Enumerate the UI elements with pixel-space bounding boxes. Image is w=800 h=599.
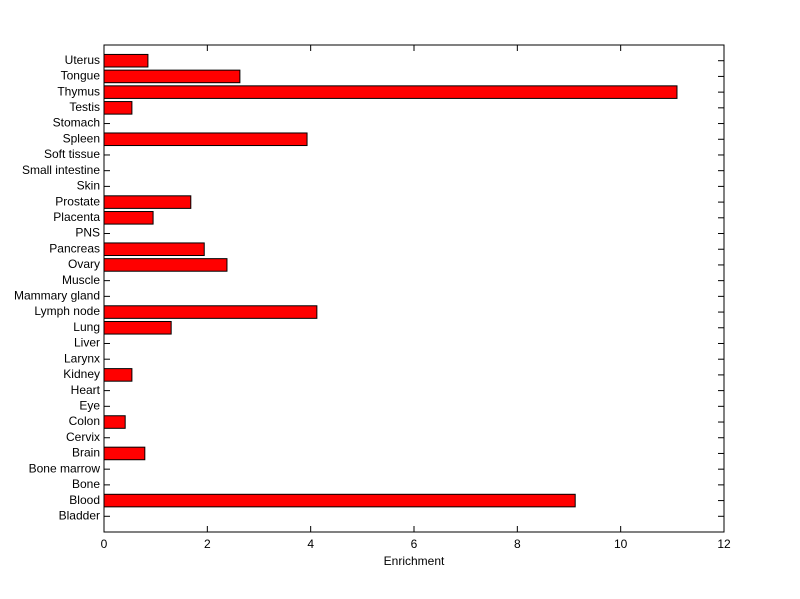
- x-tick-label: 12: [717, 537, 731, 551]
- y-tick-label: Larynx: [64, 351, 100, 365]
- bar: [103, 211, 154, 225]
- y-tick-label: Liver: [74, 336, 100, 350]
- y-tick-label: Placenta: [53, 210, 100, 224]
- y-tick-label: Tongue: [61, 69, 101, 83]
- y-tick-label: Soft tissue: [44, 147, 100, 161]
- y-tick-label: Muscle: [62, 273, 100, 287]
- x-tick-label: 4: [307, 537, 314, 551]
- bar: [103, 320, 172, 335]
- y-tick-label: Cervix: [66, 430, 100, 444]
- x-tick-label: 10: [614, 537, 628, 551]
- bar: [103, 305, 318, 319]
- bar: [103, 85, 678, 99]
- y-tick-label: Testis: [69, 100, 100, 114]
- bar: [103, 69, 241, 84]
- plot-frame: [103, 44, 725, 533]
- y-tick-label: Pancreas: [49, 241, 100, 255]
- bar: [103, 53, 149, 68]
- y-tick-label: Stomach: [53, 116, 100, 130]
- x-tick-label: 2: [204, 537, 211, 551]
- y-tick-label: Skin: [77, 179, 100, 193]
- y-tick-label: Thymus: [57, 84, 100, 98]
- bar: [103, 446, 146, 461]
- x-tick-label: 0: [101, 537, 108, 551]
- y-tick-label: Prostate: [55, 194, 100, 208]
- y-tick-label: PNS: [75, 226, 100, 240]
- y-tick-label: Heart: [71, 383, 101, 397]
- bar: [103, 415, 126, 429]
- x-axis-label: Enrichment: [384, 554, 445, 568]
- bar: [103, 493, 576, 508]
- y-tick-label: Uterus: [65, 53, 100, 67]
- y-tick-label: Ovary: [68, 257, 100, 271]
- y-tick-label: Small intestine: [22, 163, 100, 177]
- bar: [103, 242, 205, 257]
- y-tick-label: Bone: [72, 477, 100, 491]
- bar: [103, 258, 228, 272]
- y-tick-label: Spleen: [63, 131, 100, 145]
- x-tick-label: 6: [411, 537, 418, 551]
- y-tick-label: Lymph node: [34, 304, 100, 318]
- bar: [103, 368, 133, 382]
- bar: [103, 132, 308, 147]
- y-tick-label: Bladder: [59, 508, 100, 522]
- y-tick-label: Eye: [79, 398, 100, 412]
- bar: [103, 195, 192, 209]
- y-tick-label: Blood: [69, 493, 100, 507]
- bar: [103, 101, 133, 115]
- y-tick-label: Bone marrow: [29, 461, 101, 475]
- x-tick-label: 8: [514, 537, 521, 551]
- y-tick-label: Colon: [69, 414, 100, 428]
- y-tick-label: Mammary gland: [14, 289, 100, 303]
- y-tick-label: Brain: [72, 446, 100, 460]
- y-tick-label: Lung: [73, 320, 100, 334]
- y-tick-label: Kidney: [63, 367, 100, 381]
